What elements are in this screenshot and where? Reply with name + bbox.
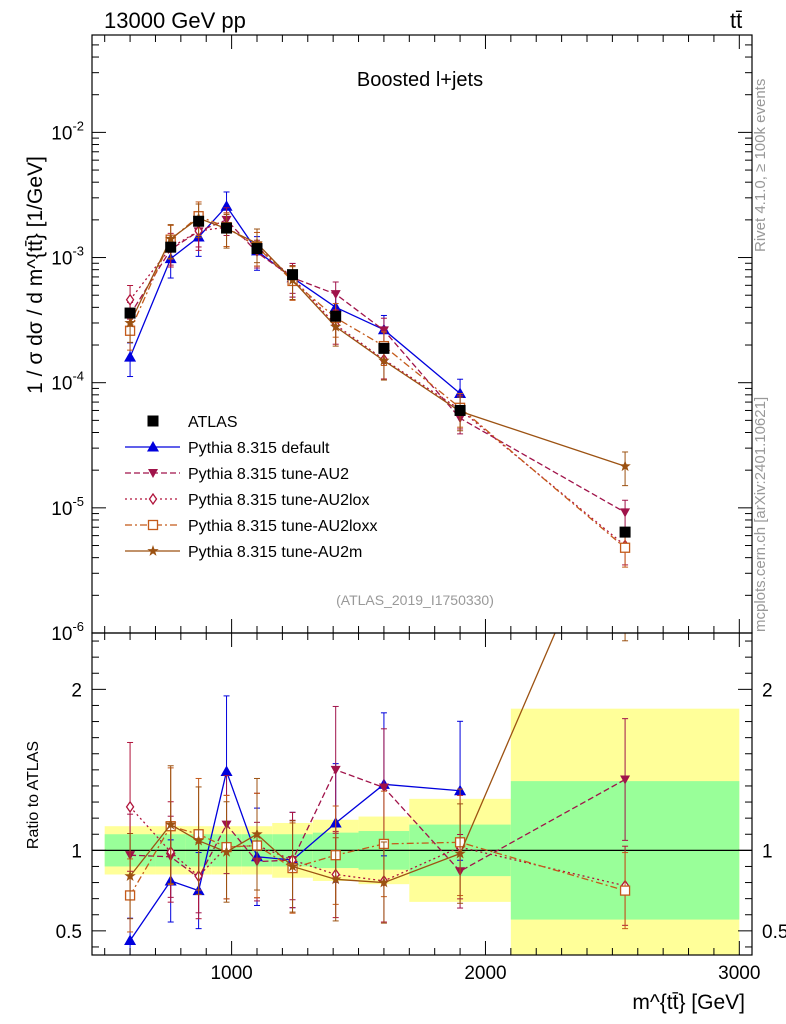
ratio-line	[129, 825, 626, 896]
ratio-y-tick-label: 0.5	[762, 922, 786, 943]
ratio-y-tick-label: 1	[762, 841, 773, 862]
plot-title: Boosted l+jets	[357, 69, 483, 91]
y-tick-label: 10-2	[51, 118, 84, 144]
legend-marker	[147, 415, 159, 427]
ratio-point	[454, 847, 466, 859]
ratio-point	[330, 873, 342, 885]
ratio-y-tick-label: 1	[71, 841, 82, 862]
data-point	[221, 222, 233, 234]
ratio-point	[378, 783, 389, 793]
data-point	[124, 351, 137, 362]
data-point	[378, 342, 390, 354]
legend-marker	[148, 492, 158, 506]
ratio-point	[620, 775, 631, 785]
ratio-point	[286, 860, 299, 872]
legend-label: ATLAS	[188, 414, 238, 431]
series-line	[129, 219, 626, 513]
data-point	[330, 310, 342, 322]
x-tick-label: 3000	[718, 963, 760, 984]
data-point	[330, 290, 341, 300]
series-3	[125, 212, 630, 566]
rivet-label: Rivet 4.1.0, ≥ 100k events	[752, 79, 769, 252]
legend-label: Pythia 8.315 tune-AU2	[188, 466, 349, 483]
ratio-point	[220, 765, 233, 776]
ratio-series-5	[124, 633, 629, 924]
legend-marker	[147, 441, 159, 452]
data-point	[330, 320, 342, 332]
data-point	[619, 460, 631, 472]
data-point	[454, 404, 466, 416]
data-point	[378, 326, 389, 336]
legend-label: Pythia 8.315 default	[188, 440, 330, 457]
y-tick-label: 10-3	[51, 244, 84, 270]
ratio-point	[192, 834, 205, 846]
data-point	[124, 317, 136, 328]
ratio-point	[378, 876, 390, 888]
data-point	[125, 293, 135, 306]
ratio-y-tick-label: 2	[762, 680, 773, 701]
data-point	[378, 354, 390, 366]
y-tick-label: 10-4	[51, 369, 84, 395]
x-tick-label: 1000	[210, 963, 252, 984]
data-point	[619, 526, 631, 538]
analysis-tag: (ATLAS_2019_I1750330)	[336, 592, 494, 608]
ratio-panel: 0.5 0.5 1 1 2 2 1000 2000 3000 Ratio to ATLAS m^…	[25, 632, 786, 1014]
y-axis-label: 1 / σ dσ / d m^{tt̄} [1/GeV]	[24, 156, 47, 394]
ratio-point	[220, 846, 233, 857]
ratio-y-tick-label: 0.5	[56, 922, 82, 943]
ratio-point	[124, 934, 137, 946]
legend-label: Pythia 8.315 tune-AU2loxx	[188, 518, 377, 535]
data-point	[251, 237, 263, 249]
data-point	[193, 215, 205, 227]
legend-marker	[148, 469, 158, 478]
main-panel: 10-2 10-3 10-4 10-5 10-6 Boosted l+jets (ATL…	[24, 34, 753, 645]
ratio-point	[124, 870, 136, 881]
data-point	[165, 241, 177, 253]
series-line	[129, 215, 626, 549]
legend-marker	[147, 519, 159, 531]
data-point	[124, 307, 136, 319]
ratio-axis-label: Ratio to ATLAS	[25, 741, 42, 849]
header-left: 13000 GeV pp	[104, 8, 246, 33]
ratio-y-tick-label: 2	[71, 680, 82, 701]
header-right: tt̄	[730, 8, 742, 33]
ratio-line	[130, 769, 626, 879]
ratio-point	[165, 818, 177, 830]
atlas-data	[124, 215, 631, 538]
y-tick-label: 10-5	[51, 494, 84, 520]
legend-label: Pythia 8.315 tune-AU2m	[188, 544, 362, 561]
y-tick-label: 10-6	[51, 619, 84, 645]
data-point	[165, 232, 177, 244]
legend-label: Pythia 8.315 tune-AU2lox	[188, 492, 369, 509]
series-line	[129, 217, 626, 467]
ratio-point	[251, 828, 263, 840]
data-point	[251, 243, 263, 255]
ratio-line	[129, 633, 556, 884]
x-axis-label: m^{tt̄} [GeV]	[632, 991, 745, 1014]
data-point	[620, 508, 631, 518]
ratio-point	[330, 765, 341, 775]
data-point	[619, 542, 631, 553]
ratio-point	[125, 800, 135, 814]
legend-marker	[147, 545, 159, 556]
mcplots-label: mcplots.cern.ch [arXiv:2401.10621]	[752, 397, 769, 632]
ratio-point	[619, 885, 631, 896]
data-point	[287, 269, 299, 281]
legend: ATLAS Pythia 8.315 default Pythia 8.315 tu…	[125, 414, 377, 561]
x-tick-label: 2000	[464, 963, 506, 984]
